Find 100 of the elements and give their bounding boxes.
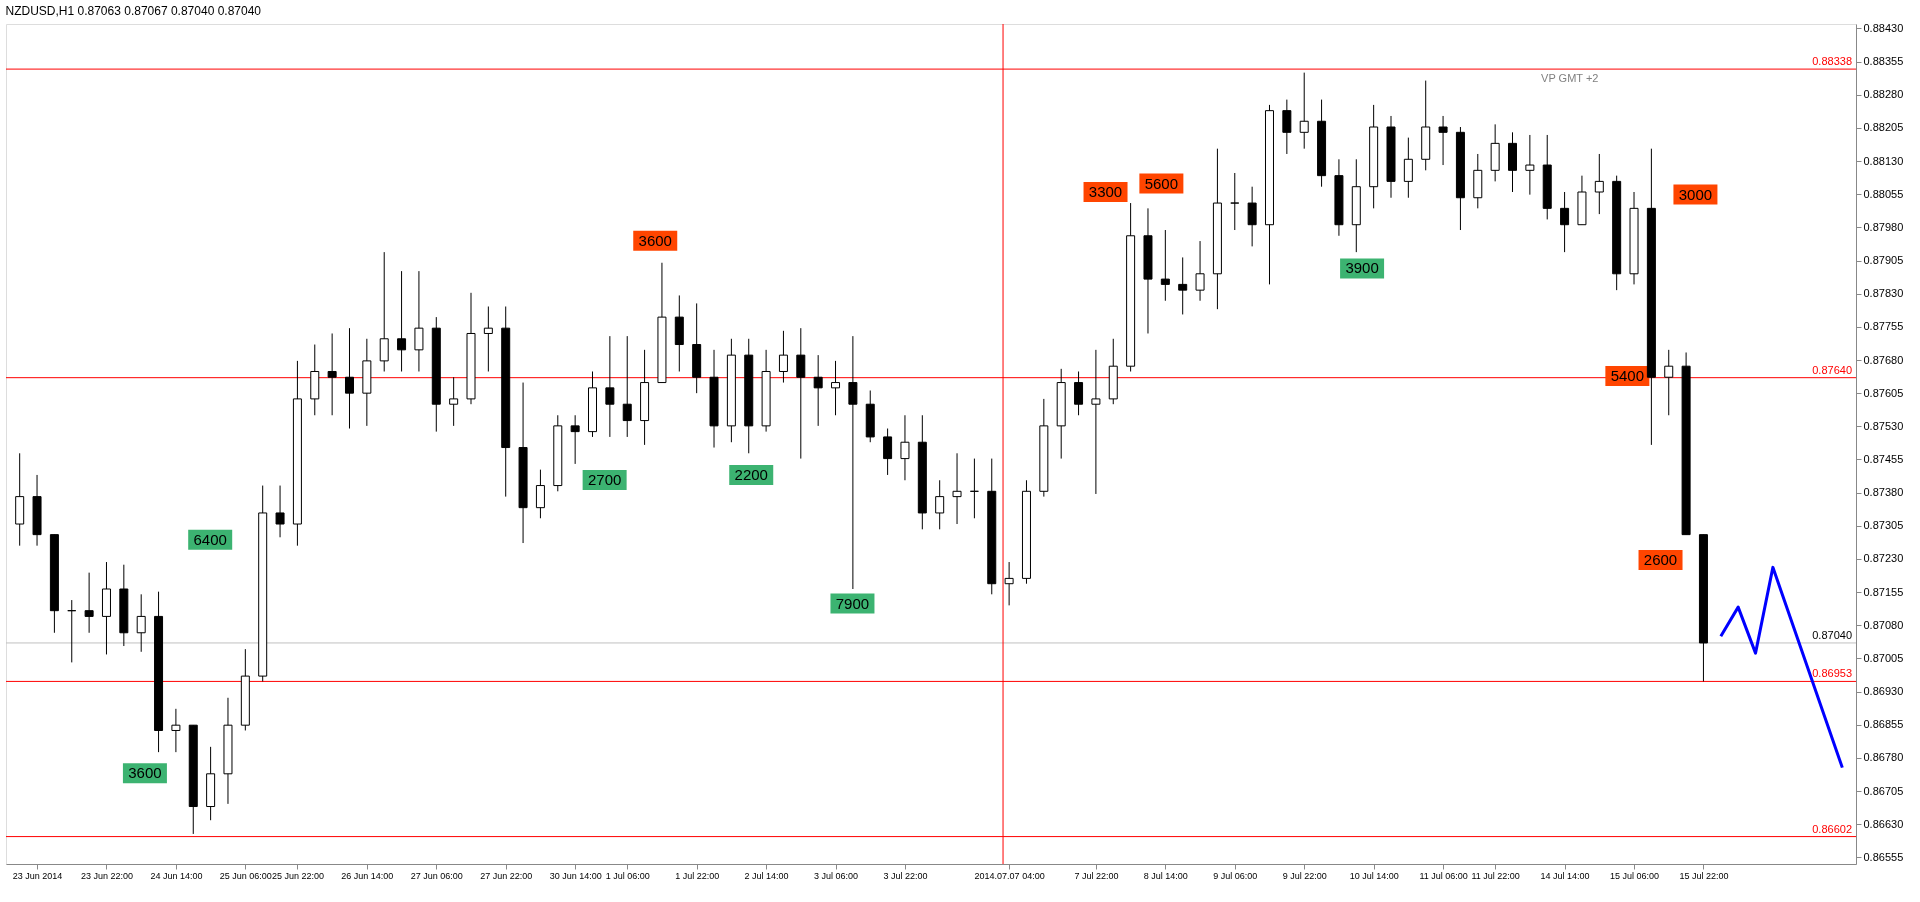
y-tick-label: 0.88205 xyxy=(1863,121,1904,134)
x-tick-label: 2014.07.07 04:00 xyxy=(974,870,1045,881)
candlestick xyxy=(171,708,181,753)
candlestick xyxy=(397,270,407,372)
candlestick xyxy=(1282,99,1292,155)
x-tick-label: 8 Jul 14:00 xyxy=(1143,870,1188,881)
candlestick xyxy=(379,251,389,372)
candlestick xyxy=(1178,256,1188,315)
annotation: 7900 xyxy=(835,594,870,612)
annotation: 2700 xyxy=(587,471,622,489)
candlestick xyxy=(1160,229,1170,302)
x-tick-label: 2 Jul 14:00 xyxy=(744,870,789,881)
x-tick-label: 3 Jul 06:00 xyxy=(814,870,859,881)
candlestick xyxy=(952,452,962,525)
annotation: VP GMT +2 xyxy=(1541,71,1599,84)
annotation: 3000 xyxy=(1678,185,1713,203)
x-tick-label: 1 Jul 06:00 xyxy=(605,870,650,881)
x-tick-label: 27 Jun 22:00 xyxy=(480,870,533,881)
x-tick-label: 23 Jun 2014 xyxy=(12,870,63,881)
x-tick-label: 3 Jul 22:00 xyxy=(883,870,928,881)
x-tick-label: 1 Jul 22:00 xyxy=(675,870,720,881)
y-tick-label: 0.87455 xyxy=(1863,452,1904,465)
candlestick xyxy=(136,593,146,653)
candlestick xyxy=(275,485,285,538)
candlestick xyxy=(1004,561,1014,606)
candlestick xyxy=(848,335,858,590)
candlestick xyxy=(605,335,615,438)
candlestick xyxy=(778,330,788,384)
candlestick xyxy=(1299,72,1309,150)
y-tick-label: 0.86930 xyxy=(1863,685,1904,698)
y-tick-label: 0.87830 xyxy=(1863,287,1904,300)
x-tick-label: 25 Jun 22:00 xyxy=(271,870,324,881)
x-tick-label: 9 Jul 06:00 xyxy=(1213,870,1258,881)
candlestick xyxy=(344,327,354,430)
candlestick xyxy=(935,479,945,530)
candlestick xyxy=(1074,370,1084,416)
y-tick-label: 0.87080 xyxy=(1863,618,1904,631)
y-tick-label: 0.87005 xyxy=(1863,651,1904,664)
annotation: 3600 xyxy=(638,231,672,249)
ref-line-label: 0.86953 xyxy=(1812,667,1852,680)
y-tick-label: 0.86855 xyxy=(1863,718,1904,731)
x-tick-label: 27 Jun 06:00 xyxy=(410,870,463,881)
y-tick-label: 0.88130 xyxy=(1863,154,1904,167)
y-tick-label: 0.87530 xyxy=(1863,419,1904,432)
y-tick-label: 0.88280 xyxy=(1863,88,1904,101)
y-tick-label: 0.86630 xyxy=(1863,817,1904,830)
candlestick xyxy=(622,335,632,438)
candlestick xyxy=(535,469,545,519)
candlestick xyxy=(831,360,841,416)
x-tick-label: 26 Jun 14:00 xyxy=(341,870,394,881)
candlestick xyxy=(1403,137,1413,199)
y-tick-label: 0.87155 xyxy=(1863,585,1904,598)
candlestick xyxy=(1247,186,1257,247)
y-tick-label: 0.86705 xyxy=(1863,784,1904,797)
x-tick-label: 11 Jul 06:00 xyxy=(1419,870,1468,881)
y-tick-label: 0.87755 xyxy=(1863,320,1904,333)
candlestick xyxy=(570,414,580,465)
candlestick xyxy=(1091,349,1101,495)
x-tick-label: 15 Jul 22:00 xyxy=(1679,870,1729,881)
x-tick-label: 7 Jul 22:00 xyxy=(1074,870,1119,881)
x-tick-label: 9 Jul 22:00 xyxy=(1282,870,1327,881)
candlestick xyxy=(900,414,910,481)
y-tick-label: 0.87605 xyxy=(1863,386,1904,399)
candlestick xyxy=(1438,115,1448,166)
ref-line-label: 0.86602 xyxy=(1812,822,1852,835)
y-tick-label: 0.86780 xyxy=(1863,751,1904,764)
annotation: 5600 xyxy=(1144,174,1179,192)
x-tick-label: 30 Jun 14:00 xyxy=(549,870,602,881)
y-tick-label: 0.87980 xyxy=(1863,220,1904,233)
x-tick-label: 14 Jul 14:00 xyxy=(1540,870,1590,881)
y-tick-label: 0.87380 xyxy=(1863,486,1904,499)
y-tick-label: 0.87230 xyxy=(1863,552,1904,565)
candlestick xyxy=(483,306,493,372)
x-tick-label: 11 Jul 22:00 xyxy=(1471,870,1520,881)
annotation: 2200 xyxy=(734,466,768,484)
y-tick-label: 0.88055 xyxy=(1863,187,1904,200)
candlestick xyxy=(883,428,893,476)
annotation: 5400 xyxy=(1610,366,1645,384)
annotation: 2600 xyxy=(1643,550,1678,568)
candlestick xyxy=(796,327,806,460)
y-tick-label: 0.87680 xyxy=(1863,353,1904,366)
x-tick-label: 10 Jul 14:00 xyxy=(1349,870,1399,881)
ref-line-label: 0.88338 xyxy=(1812,55,1852,68)
candlestick xyxy=(1664,349,1674,416)
candlestick xyxy=(327,332,337,416)
candlestick xyxy=(1195,240,1205,302)
candlestick xyxy=(1230,172,1240,231)
candlestick xyxy=(414,270,424,372)
ref-line-label: 0.87640 xyxy=(1812,363,1852,376)
candlestick xyxy=(84,572,94,634)
x-tick-label: 25 Jun 06:00 xyxy=(219,870,272,881)
ref-line-label: 0.87040 xyxy=(1812,628,1852,641)
candlestick xyxy=(1560,191,1570,253)
annotation: 3300 xyxy=(1088,183,1123,200)
y-tick-label: 0.86555 xyxy=(1863,850,1904,863)
annotation: 3900 xyxy=(1345,259,1379,277)
y-tick-label: 0.87905 xyxy=(1863,254,1904,267)
annotation: 3600 xyxy=(128,764,162,782)
candlestick xyxy=(1525,134,1535,196)
x-tick-label: 15 Jul 06:00 xyxy=(1610,870,1660,881)
